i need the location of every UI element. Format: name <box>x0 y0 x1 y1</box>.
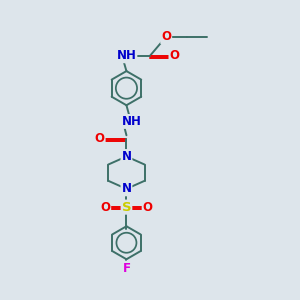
Text: S: S <box>122 201 131 214</box>
Text: O: O <box>142 201 153 214</box>
Text: O: O <box>161 30 171 43</box>
Text: F: F <box>122 262 130 275</box>
Text: N: N <box>122 150 131 163</box>
Text: O: O <box>100 201 110 214</box>
Text: NH: NH <box>116 49 136 62</box>
Text: O: O <box>95 132 105 145</box>
Text: O: O <box>169 49 179 62</box>
Text: N: N <box>122 182 131 195</box>
Text: NH: NH <box>122 115 142 128</box>
